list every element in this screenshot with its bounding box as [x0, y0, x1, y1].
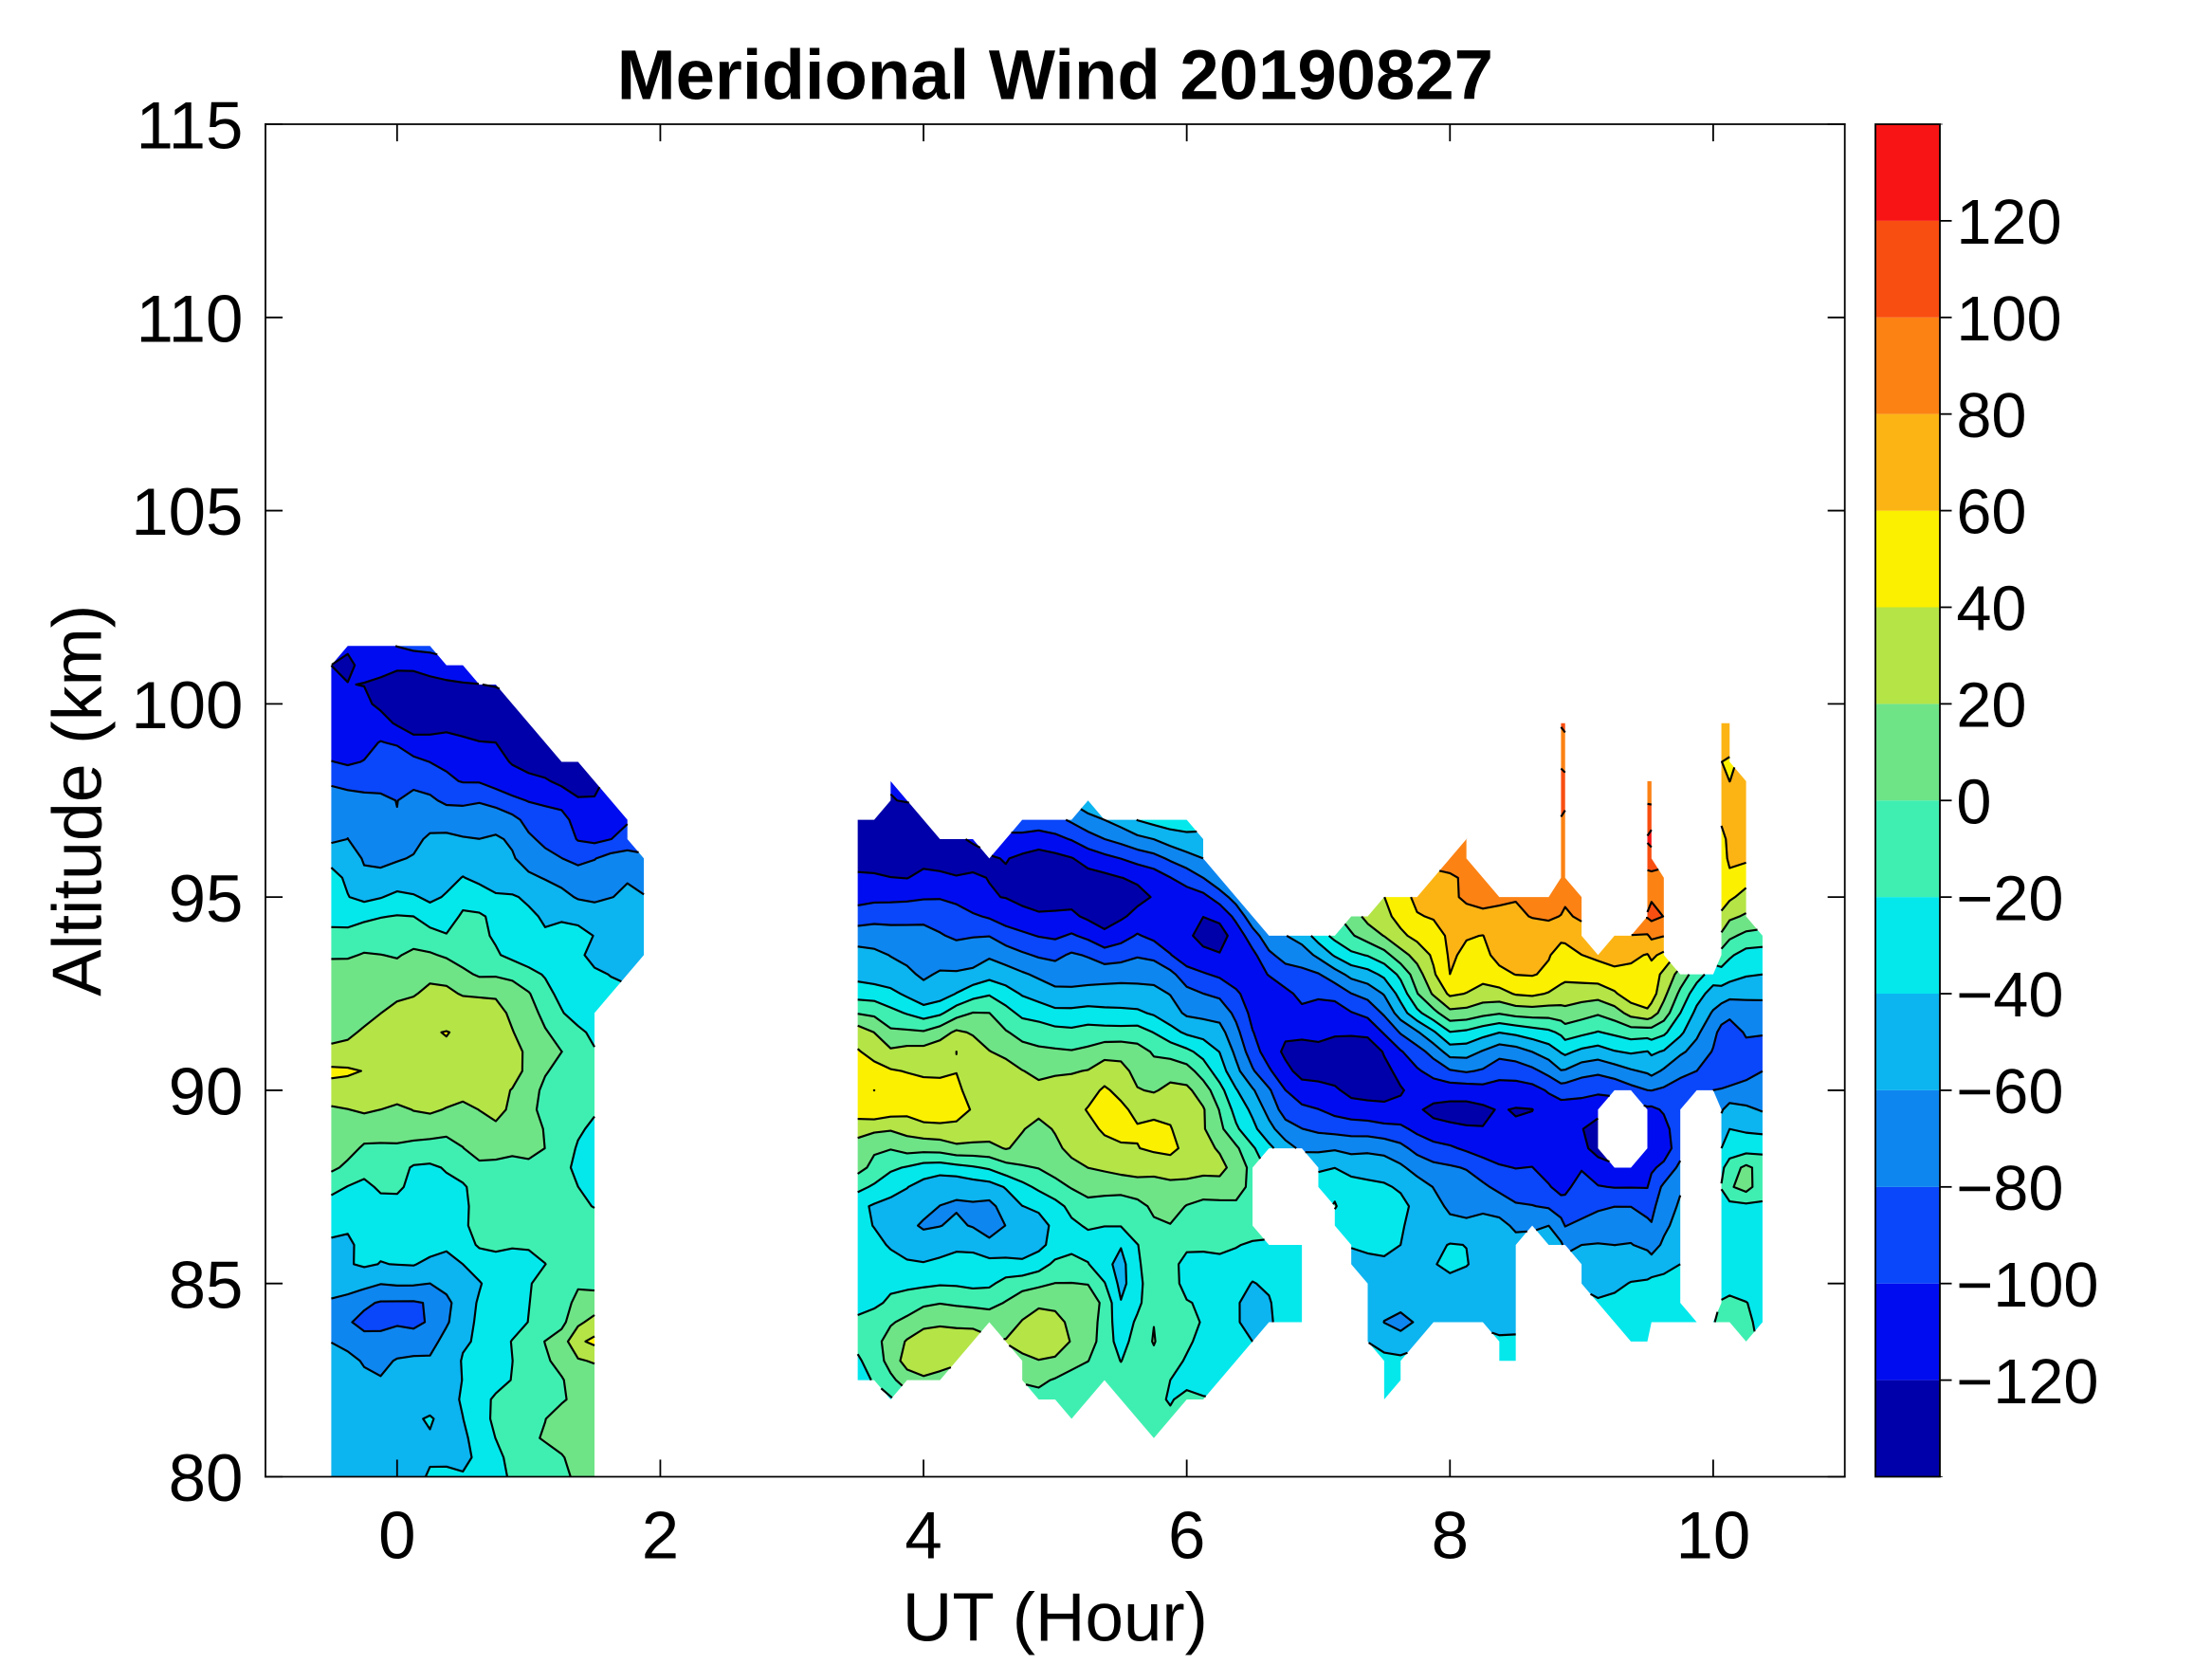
svg-text:105: 105 — [131, 475, 243, 550]
svg-text:0: 0 — [1956, 767, 1991, 837]
svg-text:0: 0 — [378, 1499, 415, 1574]
svg-text:60: 60 — [1956, 478, 2026, 548]
svg-text:80: 80 — [1956, 381, 2026, 451]
svg-text:UT (Hour): UT (Hour) — [903, 1579, 1208, 1655]
svg-text:Altitude (km): Altitude (km) — [37, 605, 116, 997]
svg-text:−60: −60 — [1956, 1057, 2063, 1127]
svg-text:40: 40 — [1956, 575, 2026, 645]
svg-text:80: 80 — [169, 1441, 244, 1516]
svg-text:8: 8 — [1432, 1499, 1469, 1574]
svg-text:100: 100 — [131, 668, 243, 743]
svg-text:−100: −100 — [1956, 1251, 2098, 1321]
svg-text:Meridional Wind 20190827: Meridional Wind 20190827 — [617, 35, 1493, 114]
svg-text:95: 95 — [169, 862, 244, 937]
svg-text:85: 85 — [169, 1248, 244, 1323]
svg-text:6: 6 — [1168, 1499, 1205, 1574]
svg-text:100: 100 — [1956, 284, 2061, 355]
svg-text:120: 120 — [1956, 188, 2061, 258]
svg-text:110: 110 — [136, 282, 243, 357]
svg-text:90: 90 — [169, 1055, 244, 1130]
svg-text:20: 20 — [1956, 671, 2026, 741]
svg-text:115: 115 — [136, 89, 243, 164]
svg-text:−40: −40 — [1956, 960, 2063, 1031]
svg-text:−20: −20 — [1956, 864, 2063, 934]
svg-text:−80: −80 — [1956, 1154, 2063, 1224]
svg-text:2: 2 — [642, 1499, 679, 1574]
svg-text:−120: −120 — [1956, 1347, 2098, 1417]
svg-text:10: 10 — [1675, 1499, 1750, 1574]
svg-text:4: 4 — [905, 1499, 941, 1574]
